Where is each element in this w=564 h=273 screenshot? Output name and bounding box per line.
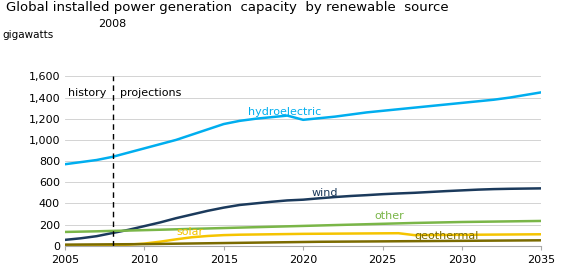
Text: solar: solar	[176, 227, 203, 237]
Text: other: other	[374, 210, 404, 221]
Text: 2008: 2008	[98, 19, 127, 29]
Text: history: history	[68, 88, 107, 98]
Text: projections: projections	[121, 88, 182, 98]
Text: hydroelectric: hydroelectric	[248, 107, 321, 117]
Text: gigawatts: gigawatts	[3, 30, 54, 40]
Text: wind: wind	[311, 188, 338, 198]
Text: Global installed power generation  capacity  by renewable  source: Global installed power generation capaci…	[6, 1, 448, 14]
Text: geothermal: geothermal	[415, 231, 479, 241]
